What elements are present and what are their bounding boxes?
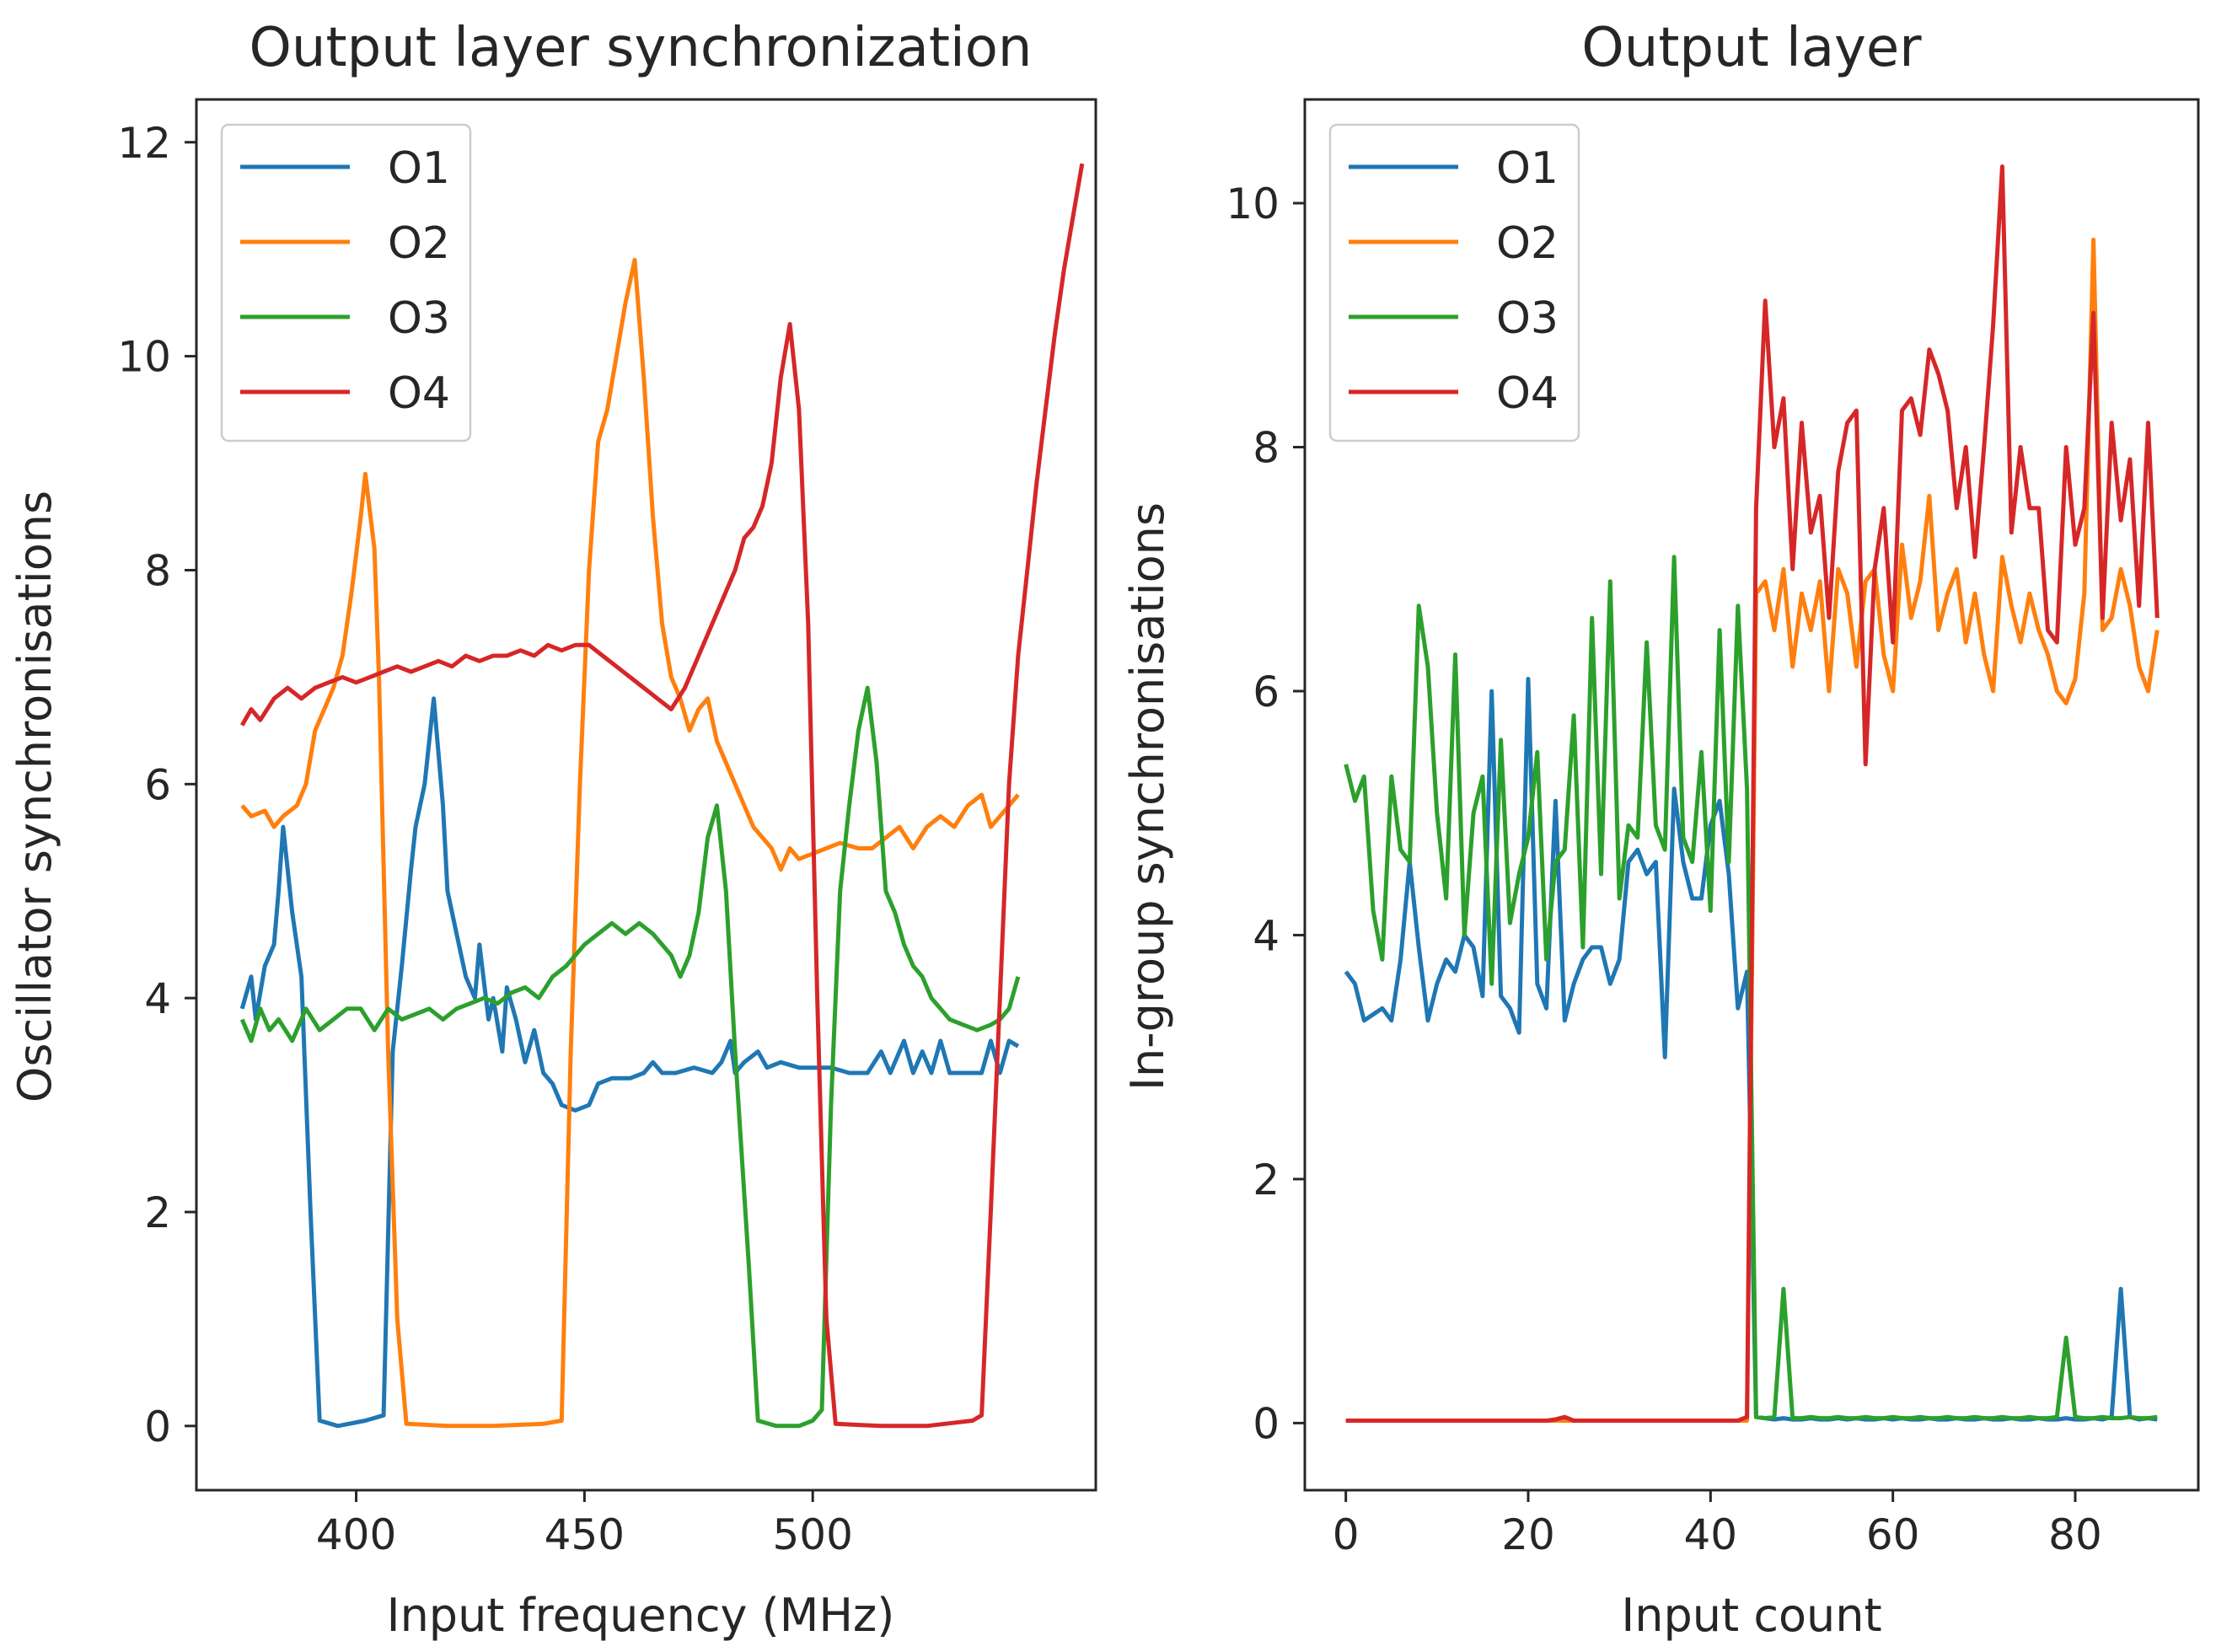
series-line-o3 xyxy=(239,685,1021,1429)
y-tick-label: 10 xyxy=(117,333,171,382)
legend: O1 O2 O3 O4 xyxy=(1328,123,1580,442)
y-tick-label: 2 xyxy=(1253,1156,1280,1204)
chart-title: Output layer xyxy=(1581,17,1922,79)
series-line-o1 xyxy=(239,696,1020,1429)
x-axis-label: Input count xyxy=(1621,1589,1881,1642)
series-line-o4 xyxy=(240,163,1085,1429)
legend-label-o1: O1 xyxy=(1496,143,1559,194)
x-tick-label: 60 xyxy=(1866,1510,1920,1559)
y-tick-label: 4 xyxy=(1253,911,1280,960)
chart-panel-right: Output layer Input count In-group synchr… xyxy=(1121,17,2200,1642)
x-tick-label: 400 xyxy=(316,1510,396,1559)
legend-label-o3: O3 xyxy=(388,293,450,344)
y-axis-label: Oscillator synchronisations xyxy=(8,491,62,1102)
legend: O1 O2 O3 O4 xyxy=(220,123,472,442)
x-tick-label: 80 xyxy=(2048,1510,2102,1559)
series-layer xyxy=(1344,164,2160,1423)
y-tick-label: 10 xyxy=(1226,180,1280,228)
plot-frame xyxy=(1303,98,2200,1492)
chart-panel-left: Output layer synchronization Input frequ… xyxy=(8,17,1097,1642)
x-tick-label: 500 xyxy=(772,1510,852,1559)
x-tick-label: 40 xyxy=(1684,1510,1738,1559)
legend-label-o4: O4 xyxy=(1496,368,1559,419)
legend-label-o2: O2 xyxy=(388,218,450,269)
legend-box xyxy=(220,123,472,442)
series-line-o2 xyxy=(240,257,1020,1429)
x-tick-label: 0 xyxy=(1333,1510,1360,1559)
tick-layer: 400 450 500 0 2 4 6 8 10 12 xyxy=(117,119,853,1559)
series-line-o4 xyxy=(1345,164,2160,1423)
tick-layer: 0 20 40 60 80 0 2 4 6 8 10 xyxy=(1226,180,2101,1559)
x-axis-label: Input frequency (MHz) xyxy=(387,1589,895,1642)
y-tick-label: 8 xyxy=(144,546,171,595)
legend-label-o2: O2 xyxy=(1496,218,1559,269)
legend-label-o4: O4 xyxy=(388,368,450,419)
x-tick-label: 20 xyxy=(1501,1510,1555,1559)
y-tick-label: 4 xyxy=(144,974,171,1023)
y-tick-label: 6 xyxy=(1253,668,1280,716)
y-tick-label: 8 xyxy=(1253,424,1280,473)
y-tick-label: 2 xyxy=(144,1188,171,1237)
legend-label-o3: O3 xyxy=(1496,293,1559,344)
plot-frame xyxy=(195,98,1097,1492)
legend-label-o1: O1 xyxy=(388,143,450,194)
y-tick-label: 0 xyxy=(1253,1399,1280,1448)
y-axis-label: In-group synchronisations xyxy=(1121,502,1174,1091)
series-layer xyxy=(239,163,1085,1429)
y-tick-label: 6 xyxy=(144,760,171,809)
y-tick-label: 0 xyxy=(144,1403,171,1451)
legend-box xyxy=(1328,123,1580,442)
x-tick-label: 450 xyxy=(545,1510,625,1559)
y-tick-label: 12 xyxy=(117,119,171,168)
chart-title: Output layer synchronization xyxy=(250,17,1033,79)
